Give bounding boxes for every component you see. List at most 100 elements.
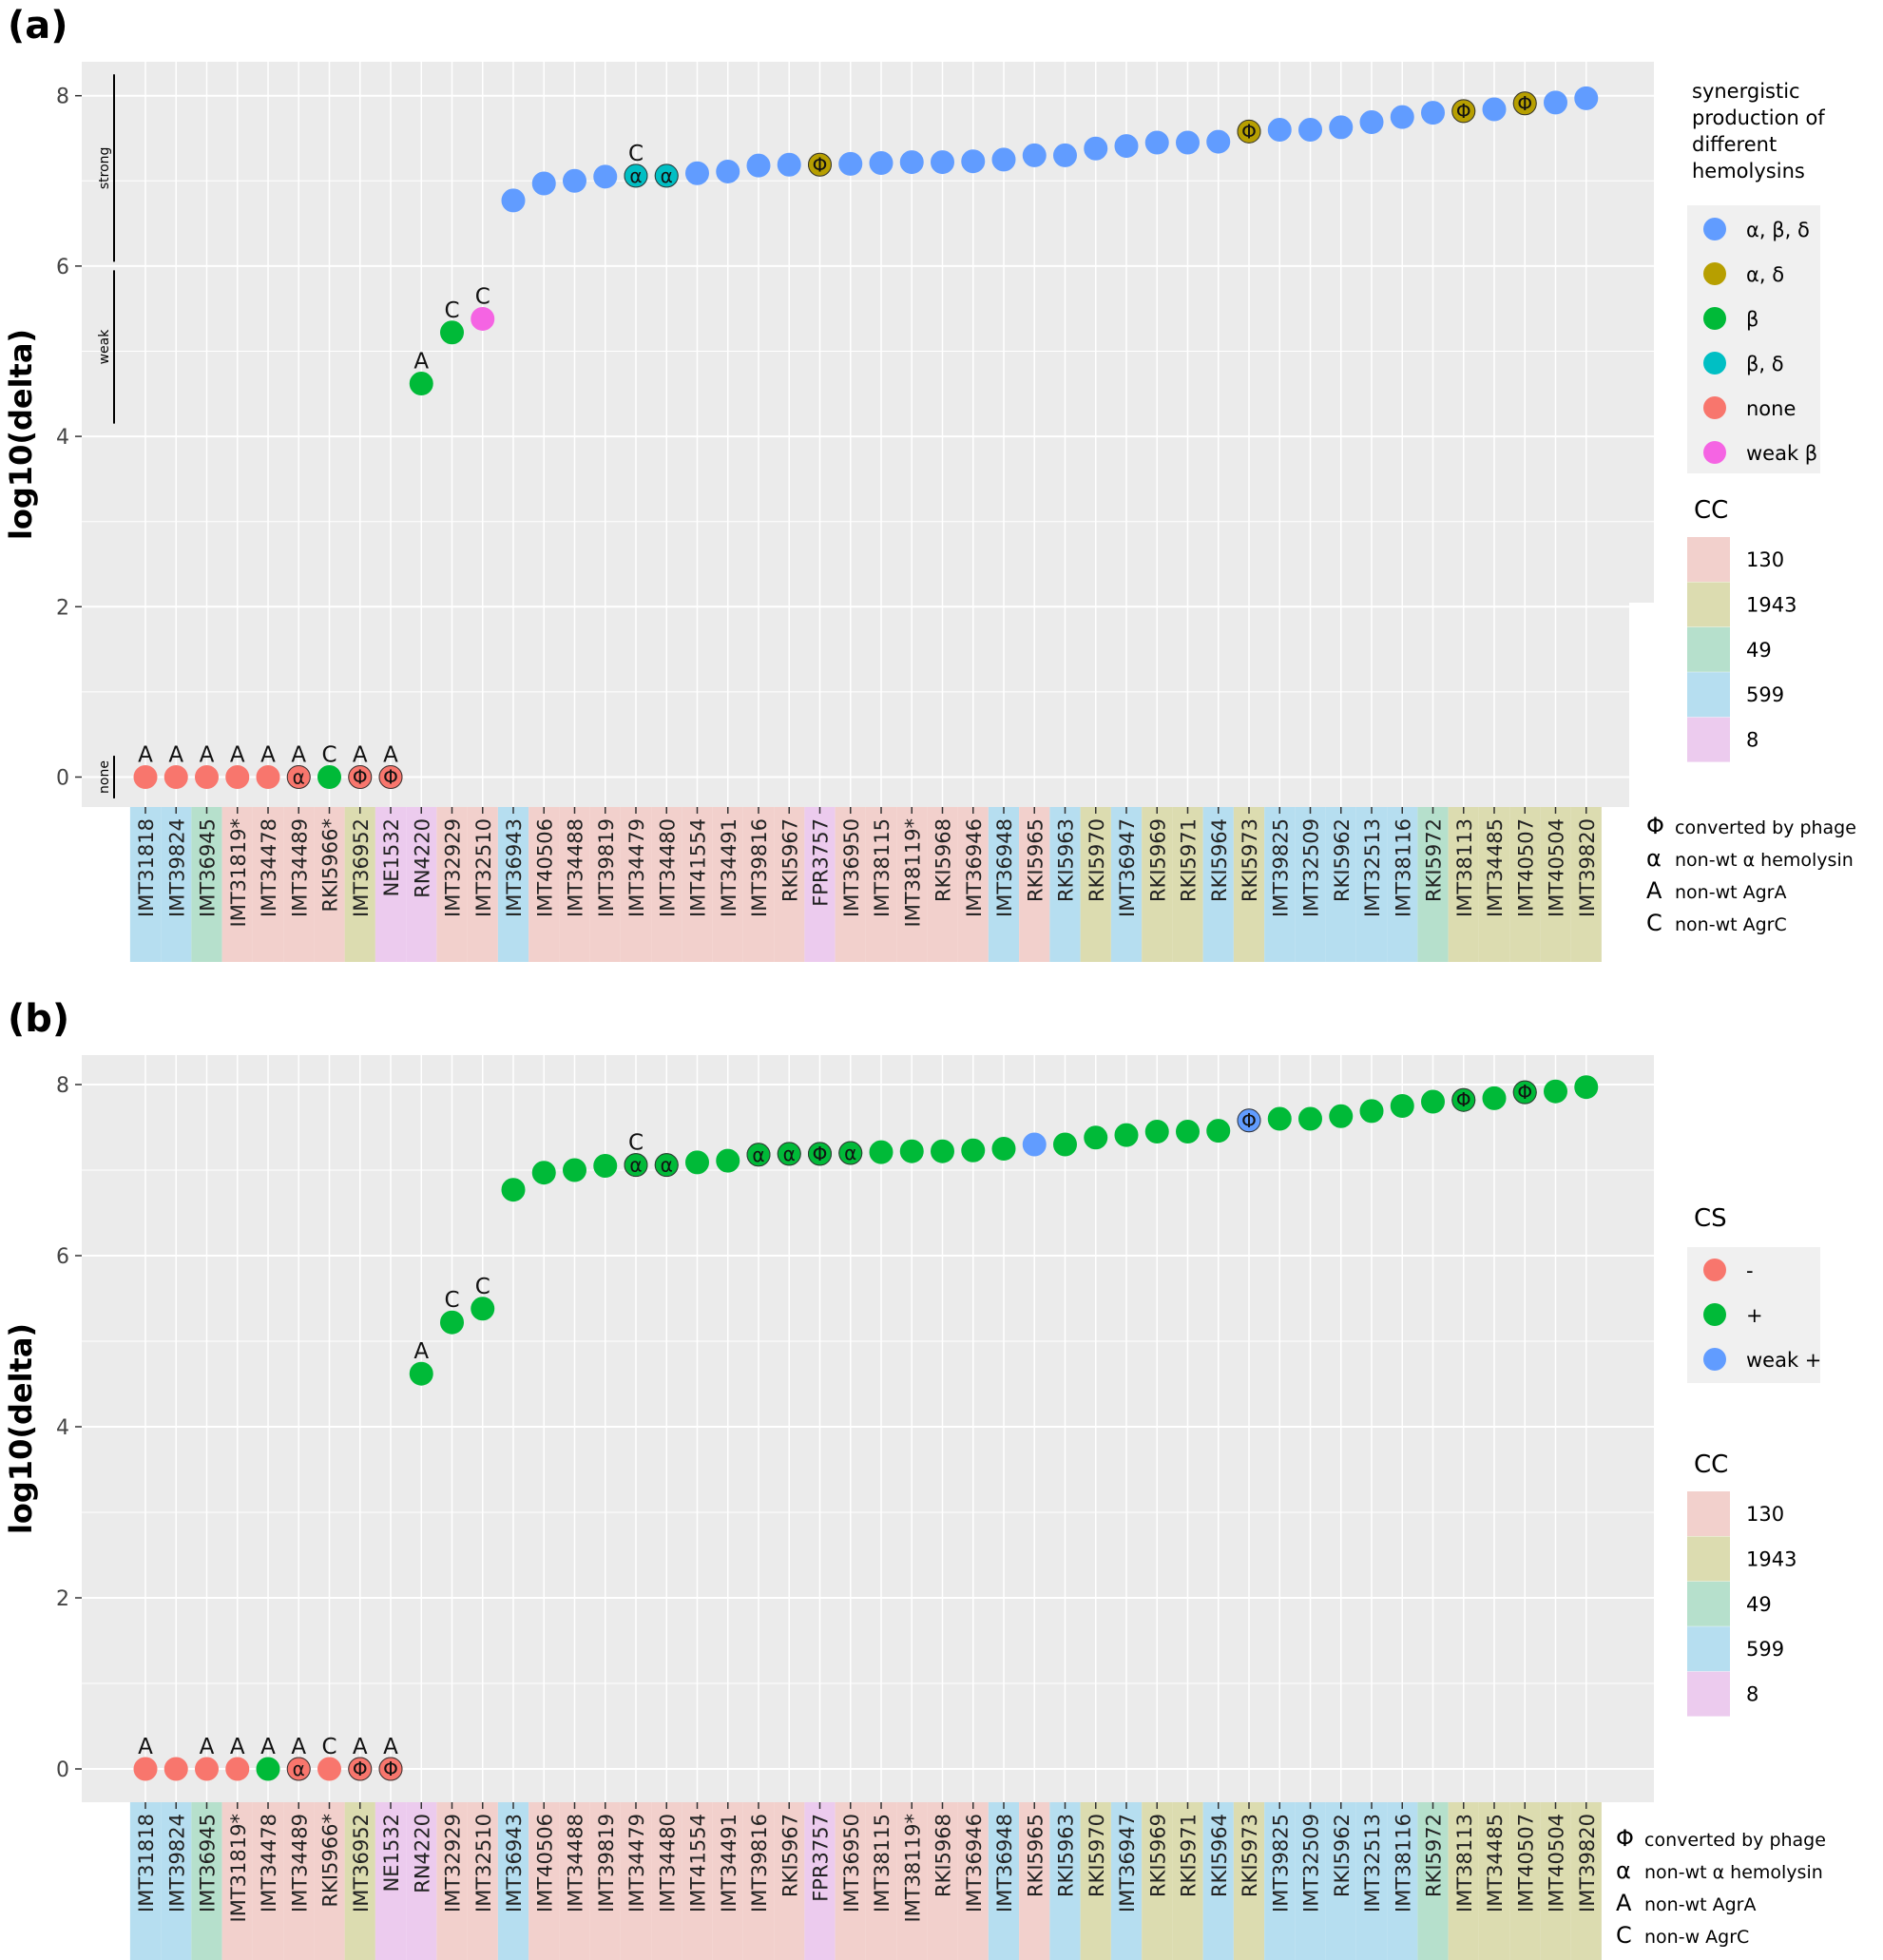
- x-tick-label: IMT36945: [197, 818, 220, 917]
- data-point: [1574, 86, 1599, 110]
- note-text: non-wt AgrA: [1675, 882, 1786, 903]
- x-tick-label: IMT34488: [565, 1814, 587, 1912]
- cc-strip-cell: [774, 1802, 805, 1960]
- legend-title: CS: [1694, 1204, 1727, 1233]
- cc-strip-cell: [682, 1802, 713, 1960]
- point-label: A: [353, 1735, 368, 1759]
- cc-strip-cell: [1110, 807, 1143, 962]
- data-point: [1574, 1075, 1599, 1100]
- note-text: non-wt α hemolysin: [1675, 850, 1854, 871]
- legend-title-line: synergistic: [1692, 80, 1800, 103]
- cc-strip-cell: [957, 807, 989, 962]
- data-point: [869, 1140, 893, 1164]
- cc-strip-cell: [712, 807, 743, 962]
- cc-strip-cell: [1295, 1802, 1326, 1960]
- cc-strip-cell: [314, 807, 345, 962]
- point-symbol: α: [844, 1142, 856, 1164]
- cc-strip-cell: [559, 807, 590, 962]
- point-symbol: α: [629, 1154, 642, 1177]
- legend-label: β: [1746, 308, 1758, 331]
- data-point: [133, 1757, 158, 1781]
- cc-strip-cell: [1233, 807, 1265, 962]
- x-tick-label: IMT36952: [350, 1814, 373, 1912]
- legend-key-background: [1687, 205, 1820, 473]
- note-text: non-wt α hemolysin: [1644, 1862, 1823, 1883]
- band-strong-label: strong: [97, 147, 112, 190]
- data-point: [1053, 143, 1077, 167]
- point-label: C: [628, 142, 644, 166]
- x-tick-label: RKI5973: [1239, 818, 1261, 902]
- data-point: [409, 372, 433, 396]
- cc-strip-cell: [927, 807, 958, 962]
- point-symbol: Φ: [813, 1143, 828, 1165]
- cc-strip-cell: [467, 807, 498, 962]
- legend-label: α, β, δ: [1746, 219, 1810, 241]
- cc-swatch-49: [1687, 626, 1730, 672]
- x-tick-label: IMT32509: [1300, 1814, 1323, 1912]
- cc-strip-cell: [1049, 1802, 1081, 1960]
- point-symbol: Φ: [383, 1758, 398, 1780]
- x-tick-label: IMT36946: [963, 818, 986, 917]
- y-tick-label: 6: [56, 256, 69, 279]
- x-tick-label: RN4220: [411, 1814, 433, 1893]
- y-tick-label: 8: [56, 1074, 69, 1098]
- note-text: converted by phage: [1675, 817, 1856, 838]
- x-tick-label: RKI5970: [1086, 1814, 1108, 1897]
- cc-strip-cell: [1509, 807, 1541, 962]
- point-label: C: [321, 743, 336, 768]
- note-symbol: Φ: [1616, 1825, 1634, 1852]
- data-point: [471, 1297, 495, 1321]
- cc-strip-cell: [1110, 1802, 1143, 1960]
- data-point: [1022, 143, 1047, 167]
- data-point: [961, 1138, 986, 1163]
- x-tick-label: RKI5964: [1208, 1814, 1231, 1897]
- data-point: [1390, 1094, 1414, 1118]
- cc-strip-cell: [1417, 807, 1449, 962]
- data-point: [1114, 1123, 1139, 1147]
- y-tick-label: 4: [56, 1416, 69, 1440]
- cc-strip-cell: [1019, 1802, 1050, 1960]
- cc-strip-cell: [589, 807, 621, 962]
- band-weak-label: weak: [97, 329, 112, 365]
- cc-strip-cell: [1540, 1802, 1571, 1960]
- cc-strip-cell: [896, 807, 928, 962]
- cc-strip-cell: [1202, 1802, 1234, 1960]
- data-point: [961, 149, 986, 174]
- point-outline: [348, 765, 373, 789]
- data-point: [1267, 118, 1292, 143]
- cc-strip-cell: [467, 1802, 498, 1960]
- cc-legend-title: CC: [1694, 1451, 1728, 1479]
- data-point: [899, 1139, 924, 1163]
- x-tick-label: IMT39816: [748, 1814, 771, 1912]
- note-symbol: α: [1646, 845, 1662, 872]
- data-point: [1359, 109, 1384, 134]
- cc-strip-cell: [559, 1802, 590, 1960]
- panel-a: (a) 0 2 4 6 8 log10(delta) strong weak none IMT318…: [3, 4, 1856, 962]
- point-outline: [1451, 99, 1476, 124]
- x-tick-label: RKI5962: [1331, 1814, 1354, 1897]
- x-tick-label: IMT40504: [1546, 818, 1568, 917]
- legend-swatch-b: [1703, 307, 1726, 330]
- point-outline: [624, 1153, 648, 1178]
- data-point: [685, 1150, 709, 1175]
- x-tick-label: IMT40506: [533, 818, 556, 917]
- cc-strip-cell: [835, 1802, 866, 1960]
- data-point: [1421, 101, 1445, 125]
- point-label: A: [138, 743, 153, 768]
- cc-strip-cell: [375, 807, 407, 962]
- legend-title-line: different: [1692, 133, 1777, 156]
- data-point: [256, 1757, 280, 1781]
- x-tick-label: RKI5967: [778, 818, 801, 902]
- cc-strip-cell: [436, 807, 468, 962]
- x-tick-label: IMT36948: [993, 1814, 1016, 1912]
- x-tick-label: IMT31818: [135, 1814, 158, 1912]
- cc-strip-cell: [835, 807, 866, 962]
- data-point: [1298, 118, 1322, 143]
- x-tick-label: IMT36946: [963, 1814, 986, 1912]
- point-label: A: [230, 743, 245, 768]
- x-tick-label: IMT38116: [1392, 1814, 1414, 1912]
- data-point: [531, 171, 556, 196]
- cc-strip-cell: [1325, 807, 1356, 962]
- cc-legend-label: 8: [1746, 1683, 1758, 1706]
- x-tick-label: IMT36950: [840, 1814, 863, 1912]
